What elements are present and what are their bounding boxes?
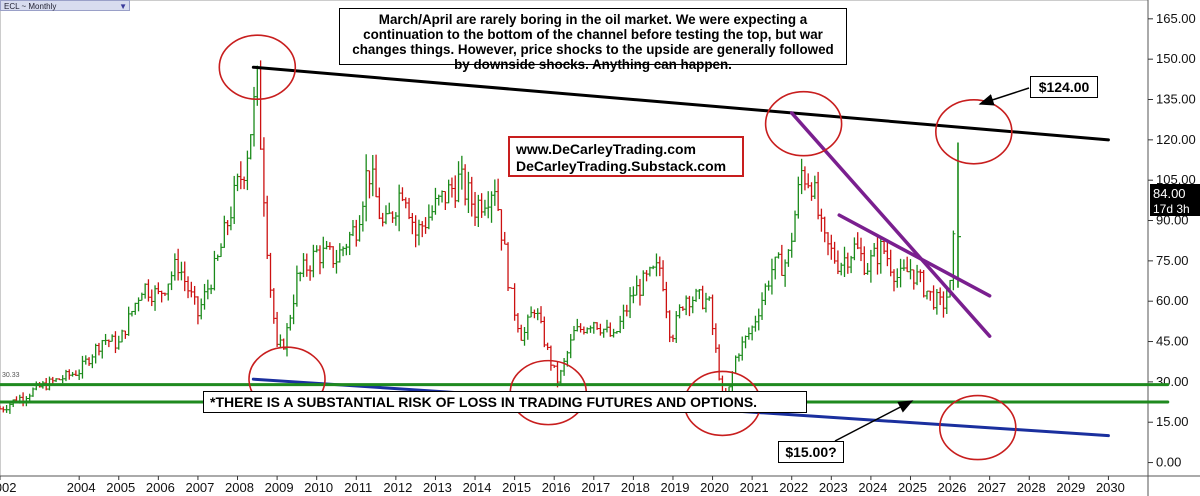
price-tag-countdown: 17d 3h — [1153, 202, 1190, 216]
x-tick-label: 2004 — [67, 480, 96, 495]
y-tick-label: 0.00 — [1156, 455, 1181, 470]
y-tick-label: 60.00 — [1156, 293, 1189, 308]
x-tick-label: 2015 — [502, 480, 531, 495]
x-tick-label: 2011 — [344, 480, 372, 495]
headline-callout: March/April are rarely boring in the oil… — [339, 8, 847, 72]
x-tick-label: 2020 — [700, 480, 729, 495]
y-tick-label: 45.00 — [1156, 334, 1189, 349]
website-callout: www.DeCarleyTrading.com DeCarleyTrading.… — [508, 136, 744, 177]
left-axis-label: 30.33 — [2, 372, 20, 379]
target-lower-label: $15.00? — [785, 444, 837, 460]
target-lower-callout: $15.00? — [778, 441, 844, 463]
highlight-circle — [764, 90, 843, 157]
website-link-2[interactable]: DeCarleyTrading.Substack.com — [516, 158, 727, 174]
x-tick-label: 2023 — [819, 480, 848, 495]
x-tick-label: 2018 — [621, 480, 650, 495]
x-tick-label: 2021 — [740, 480, 769, 495]
x-tick-label: 2007 — [185, 480, 214, 495]
y-tick-label: 165.00 — [1156, 11, 1196, 26]
x-tick-label: 2017 — [581, 480, 610, 495]
downtrend-shallow-line — [837, 213, 992, 298]
highlight-circle — [218, 34, 297, 101]
x-tick-label: 2025 — [898, 480, 927, 495]
x-tick-label: 2009 — [265, 480, 294, 495]
x-tick-label: 2030 — [1096, 480, 1125, 495]
x-tick-label: 2024 — [858, 480, 887, 495]
y-tick-label: 135.00 — [1156, 92, 1196, 107]
target-upper-label: $124.00 — [1038, 79, 1090, 95]
x-tick-label: 2010 — [304, 480, 333, 495]
disclaimer-text: *THERE IS A SUBSTANTIAL RISK OF LOSS IN … — [210, 394, 758, 410]
x-tick-label: 2016 — [542, 480, 571, 495]
symbol-selector[interactable]: ECL ~ Monthly ▼ — [0, 0, 130, 11]
symbol-label: ECL ~ Monthly — [4, 2, 57, 11]
x-tick-label: 2029 — [1056, 480, 1085, 495]
y-tick-label: 120.00 — [1156, 132, 1196, 147]
headline-text: March/April are rarely boring in the oil… — [352, 12, 834, 72]
x-tick-label: 2002 — [0, 480, 16, 495]
resistance-line — [251, 65, 1110, 142]
y-tick-label: 150.00 — [1156, 51, 1196, 66]
x-tick-label: 2027 — [977, 480, 1006, 495]
price-tag-value: 84.00 — [1153, 186, 1186, 201]
x-tick-label: 2026 — [938, 480, 967, 495]
x-tick-label: 2012 — [383, 480, 412, 495]
x-tick-label: 2022 — [779, 480, 808, 495]
y-tick-label: 105.00 — [1156, 172, 1196, 187]
x-tick-label: 2014 — [463, 480, 492, 495]
price-tag-box — [1150, 184, 1200, 216]
target-lower-arrow — [834, 400, 914, 442]
website-link-1[interactable]: www.DeCarleyTrading.com — [516, 141, 696, 157]
target-upper-callout: $124.00 — [1030, 76, 1098, 98]
target-upper-arrow — [978, 87, 1030, 106]
chevron-down-icon[interactable]: ▼ — [119, 2, 127, 11]
y-tick-label: 15.00 — [1156, 414, 1189, 429]
y-tick-label: 30.00 — [1156, 374, 1189, 389]
y-tick-label: 90.00 — [1156, 213, 1189, 228]
x-tick-label: 2005 — [106, 480, 135, 495]
y-tick-label: 75.00 — [1156, 253, 1189, 268]
highlight-circle — [938, 394, 1017, 461]
x-tick-label: 2008 — [225, 480, 254, 495]
x-tick-label: 2019 — [661, 480, 690, 495]
x-tick-label: 2013 — [423, 480, 452, 495]
x-tick-label: 2006 — [146, 480, 175, 495]
x-tick-label: 2028 — [1017, 480, 1046, 495]
highlight-circle — [935, 98, 1013, 165]
disclaimer-callout: *THERE IS A SUBSTANTIAL RISK OF LOSS IN … — [203, 391, 807, 413]
